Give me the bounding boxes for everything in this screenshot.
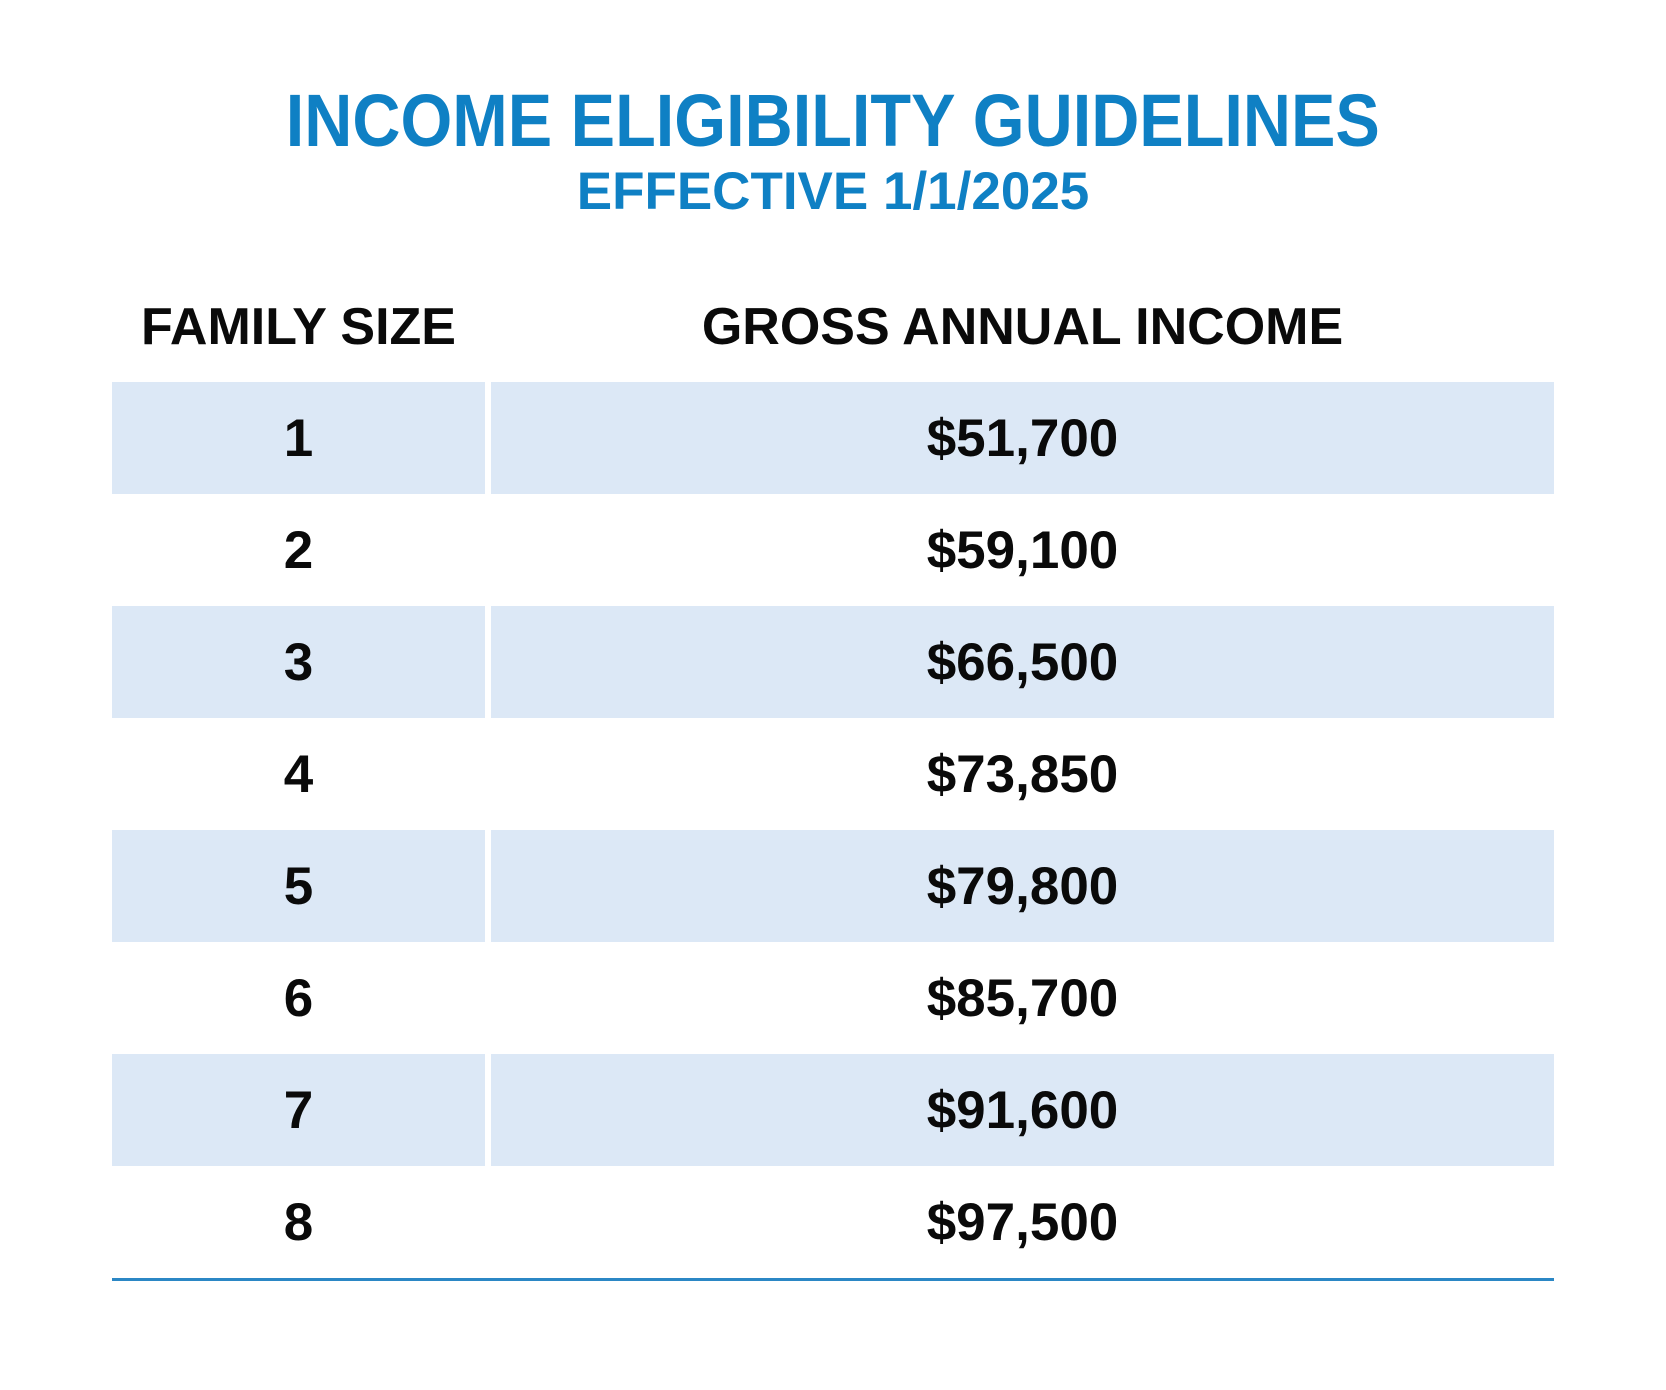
table-row: 6 $85,700: [112, 942, 1554, 1054]
family-size-cell: 7: [112, 1054, 485, 1166]
page-title-text: INCOME ELIGIBILITY GUIDELINES: [285, 79, 1381, 162]
table-row: 2 $59,100: [112, 494, 1554, 606]
family-size-cell: 8: [283, 1192, 314, 1252]
family-size-cell: 1: [112, 382, 485, 494]
table-row: 4 $73,850: [112, 718, 1554, 830]
table-row: 1 $51,700: [112, 382, 1554, 494]
bottom-divider: [112, 1278, 1554, 1281]
page-subtitle: EFFECTIVE 1/1/2025: [576, 162, 1090, 221]
income-cell: $85,700: [926, 968, 1119, 1028]
table-row: 8 $97,500: [112, 1166, 1554, 1278]
table-body: 1 $51,700 2 $59,100 3 $66,500 4 $73,850: [112, 382, 1554, 1278]
column-header-gross-annual-income: GROSS ANNUAL INCOME: [701, 298, 1344, 356]
table-header-row: FAMILY SIZE GROSS ANNUAL INCOME: [112, 299, 1554, 355]
income-cell: $59,100: [926, 520, 1119, 580]
table-row: 5 $79,800: [112, 830, 1554, 942]
column-header-family-size: FAMILY SIZE: [141, 298, 456, 356]
table-row: 3 $66,500: [112, 606, 1554, 718]
table-row: 7 $91,600: [112, 1054, 1554, 1166]
family-size-cell: 6: [283, 968, 314, 1028]
income-cell: $51,700: [491, 382, 1554, 494]
income-cell: $79,800: [491, 830, 1554, 942]
income-cell: $66,500: [491, 606, 1554, 718]
family-size-cell: 2: [283, 520, 314, 580]
income-cell: $73,850: [926, 744, 1119, 804]
family-size-cell: 3: [112, 606, 485, 718]
income-table: FAMILY SIZE GROSS ANNUAL INCOME 1 $51,70…: [112, 299, 1554, 1278]
family-size-cell: 4: [283, 744, 314, 804]
family-size-cell: 5: [112, 830, 485, 942]
income-cell: $97,500: [926, 1192, 1119, 1252]
income-cell: $91,600: [491, 1054, 1554, 1166]
page-title: INCOME ELIGIBILITY GUIDELINES: [0, 0, 1666, 161]
